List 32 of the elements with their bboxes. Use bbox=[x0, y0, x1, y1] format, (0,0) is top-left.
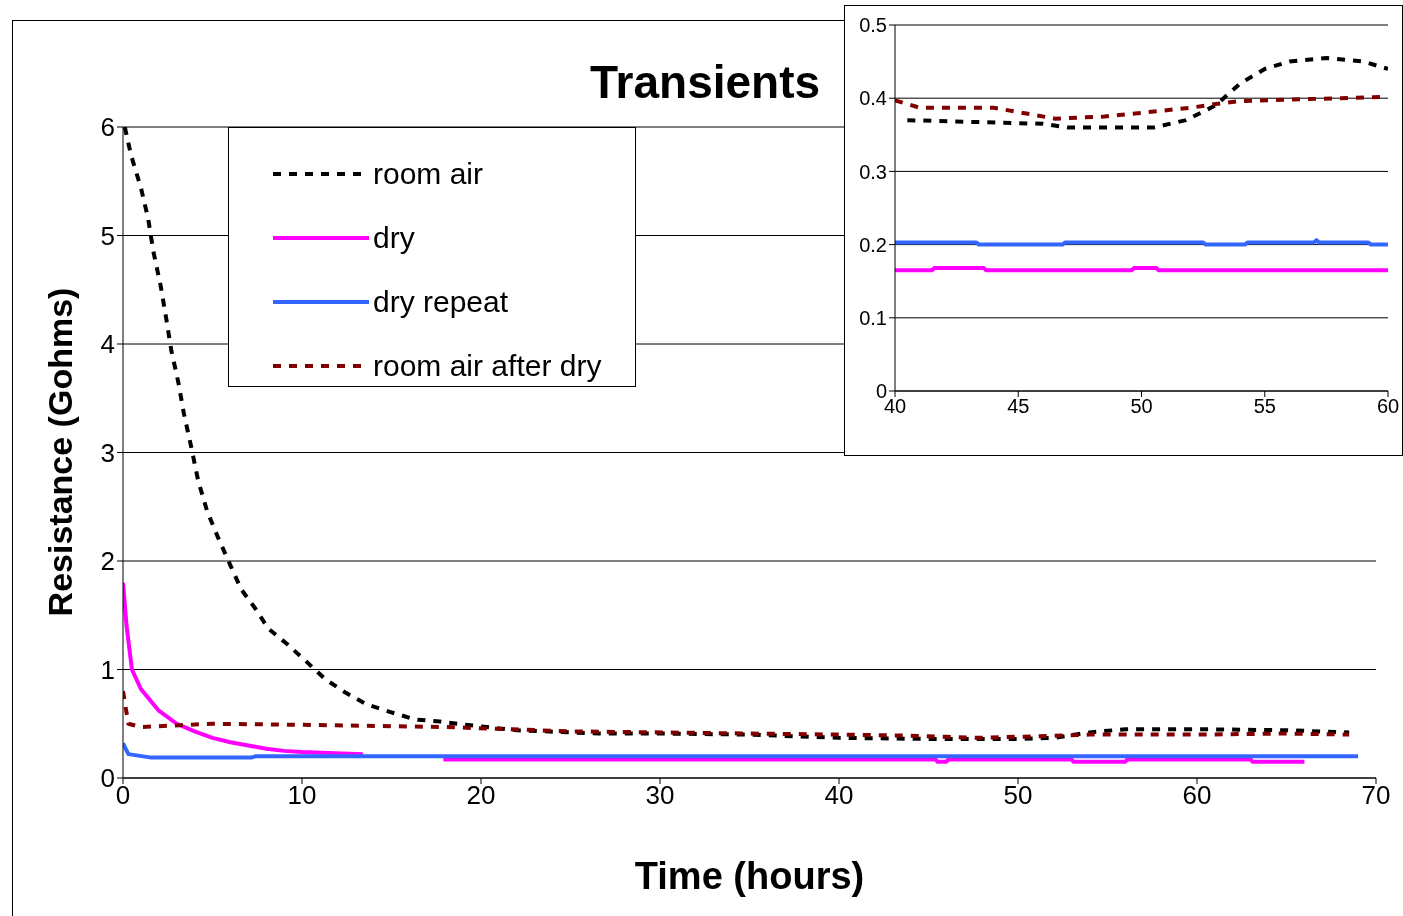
x-tick-label: 20 bbox=[466, 780, 496, 811]
x-tick-label: 50 bbox=[1003, 780, 1033, 811]
y-tick-label: 0.3 bbox=[859, 160, 887, 183]
x-tick-label: 55 bbox=[1253, 395, 1276, 418]
y-tick-label: 4 bbox=[100, 329, 115, 360]
chart-title: Transients bbox=[590, 55, 821, 109]
y-tick-label: 6 bbox=[100, 112, 115, 143]
y-tick-label: 3 bbox=[100, 437, 115, 468]
y-tick-label: 0.1 bbox=[859, 306, 887, 329]
x-tick-label: 70 bbox=[1361, 780, 1391, 811]
legend-label: room air bbox=[373, 157, 484, 191]
y-tick-label: 0 bbox=[875, 380, 887, 403]
y-tick-label: 1 bbox=[100, 654, 115, 685]
x-tick-label: 45 bbox=[1007, 395, 1030, 418]
legend-label: dry repeat bbox=[373, 285, 509, 319]
line-series bbox=[123, 741, 1361, 760]
y-tick-label: 0.5 bbox=[859, 14, 887, 37]
y-axis-title: Resistance (Gohms) bbox=[40, 287, 80, 617]
legend-label: room air after dry bbox=[373, 349, 602, 383]
x-tick-label: 50 bbox=[1130, 395, 1153, 418]
y-tick-label: 5 bbox=[100, 220, 115, 251]
y-tick-label: 2 bbox=[100, 546, 115, 577]
x-tick-label: 30 bbox=[645, 780, 675, 811]
x-axis-title: Time (hours) bbox=[633, 855, 866, 898]
legend-label: dry bbox=[373, 221, 415, 255]
x-tick-label: 40 bbox=[824, 780, 854, 811]
y-tick-label: 0.2 bbox=[859, 233, 887, 256]
x-tick-label: 10 bbox=[287, 780, 317, 811]
x-tick-label: 60 bbox=[1182, 780, 1212, 811]
y-tick-label: 0.4 bbox=[859, 87, 887, 110]
x-tick-label: 60 bbox=[1376, 395, 1400, 418]
line-series bbox=[123, 689, 1352, 740]
